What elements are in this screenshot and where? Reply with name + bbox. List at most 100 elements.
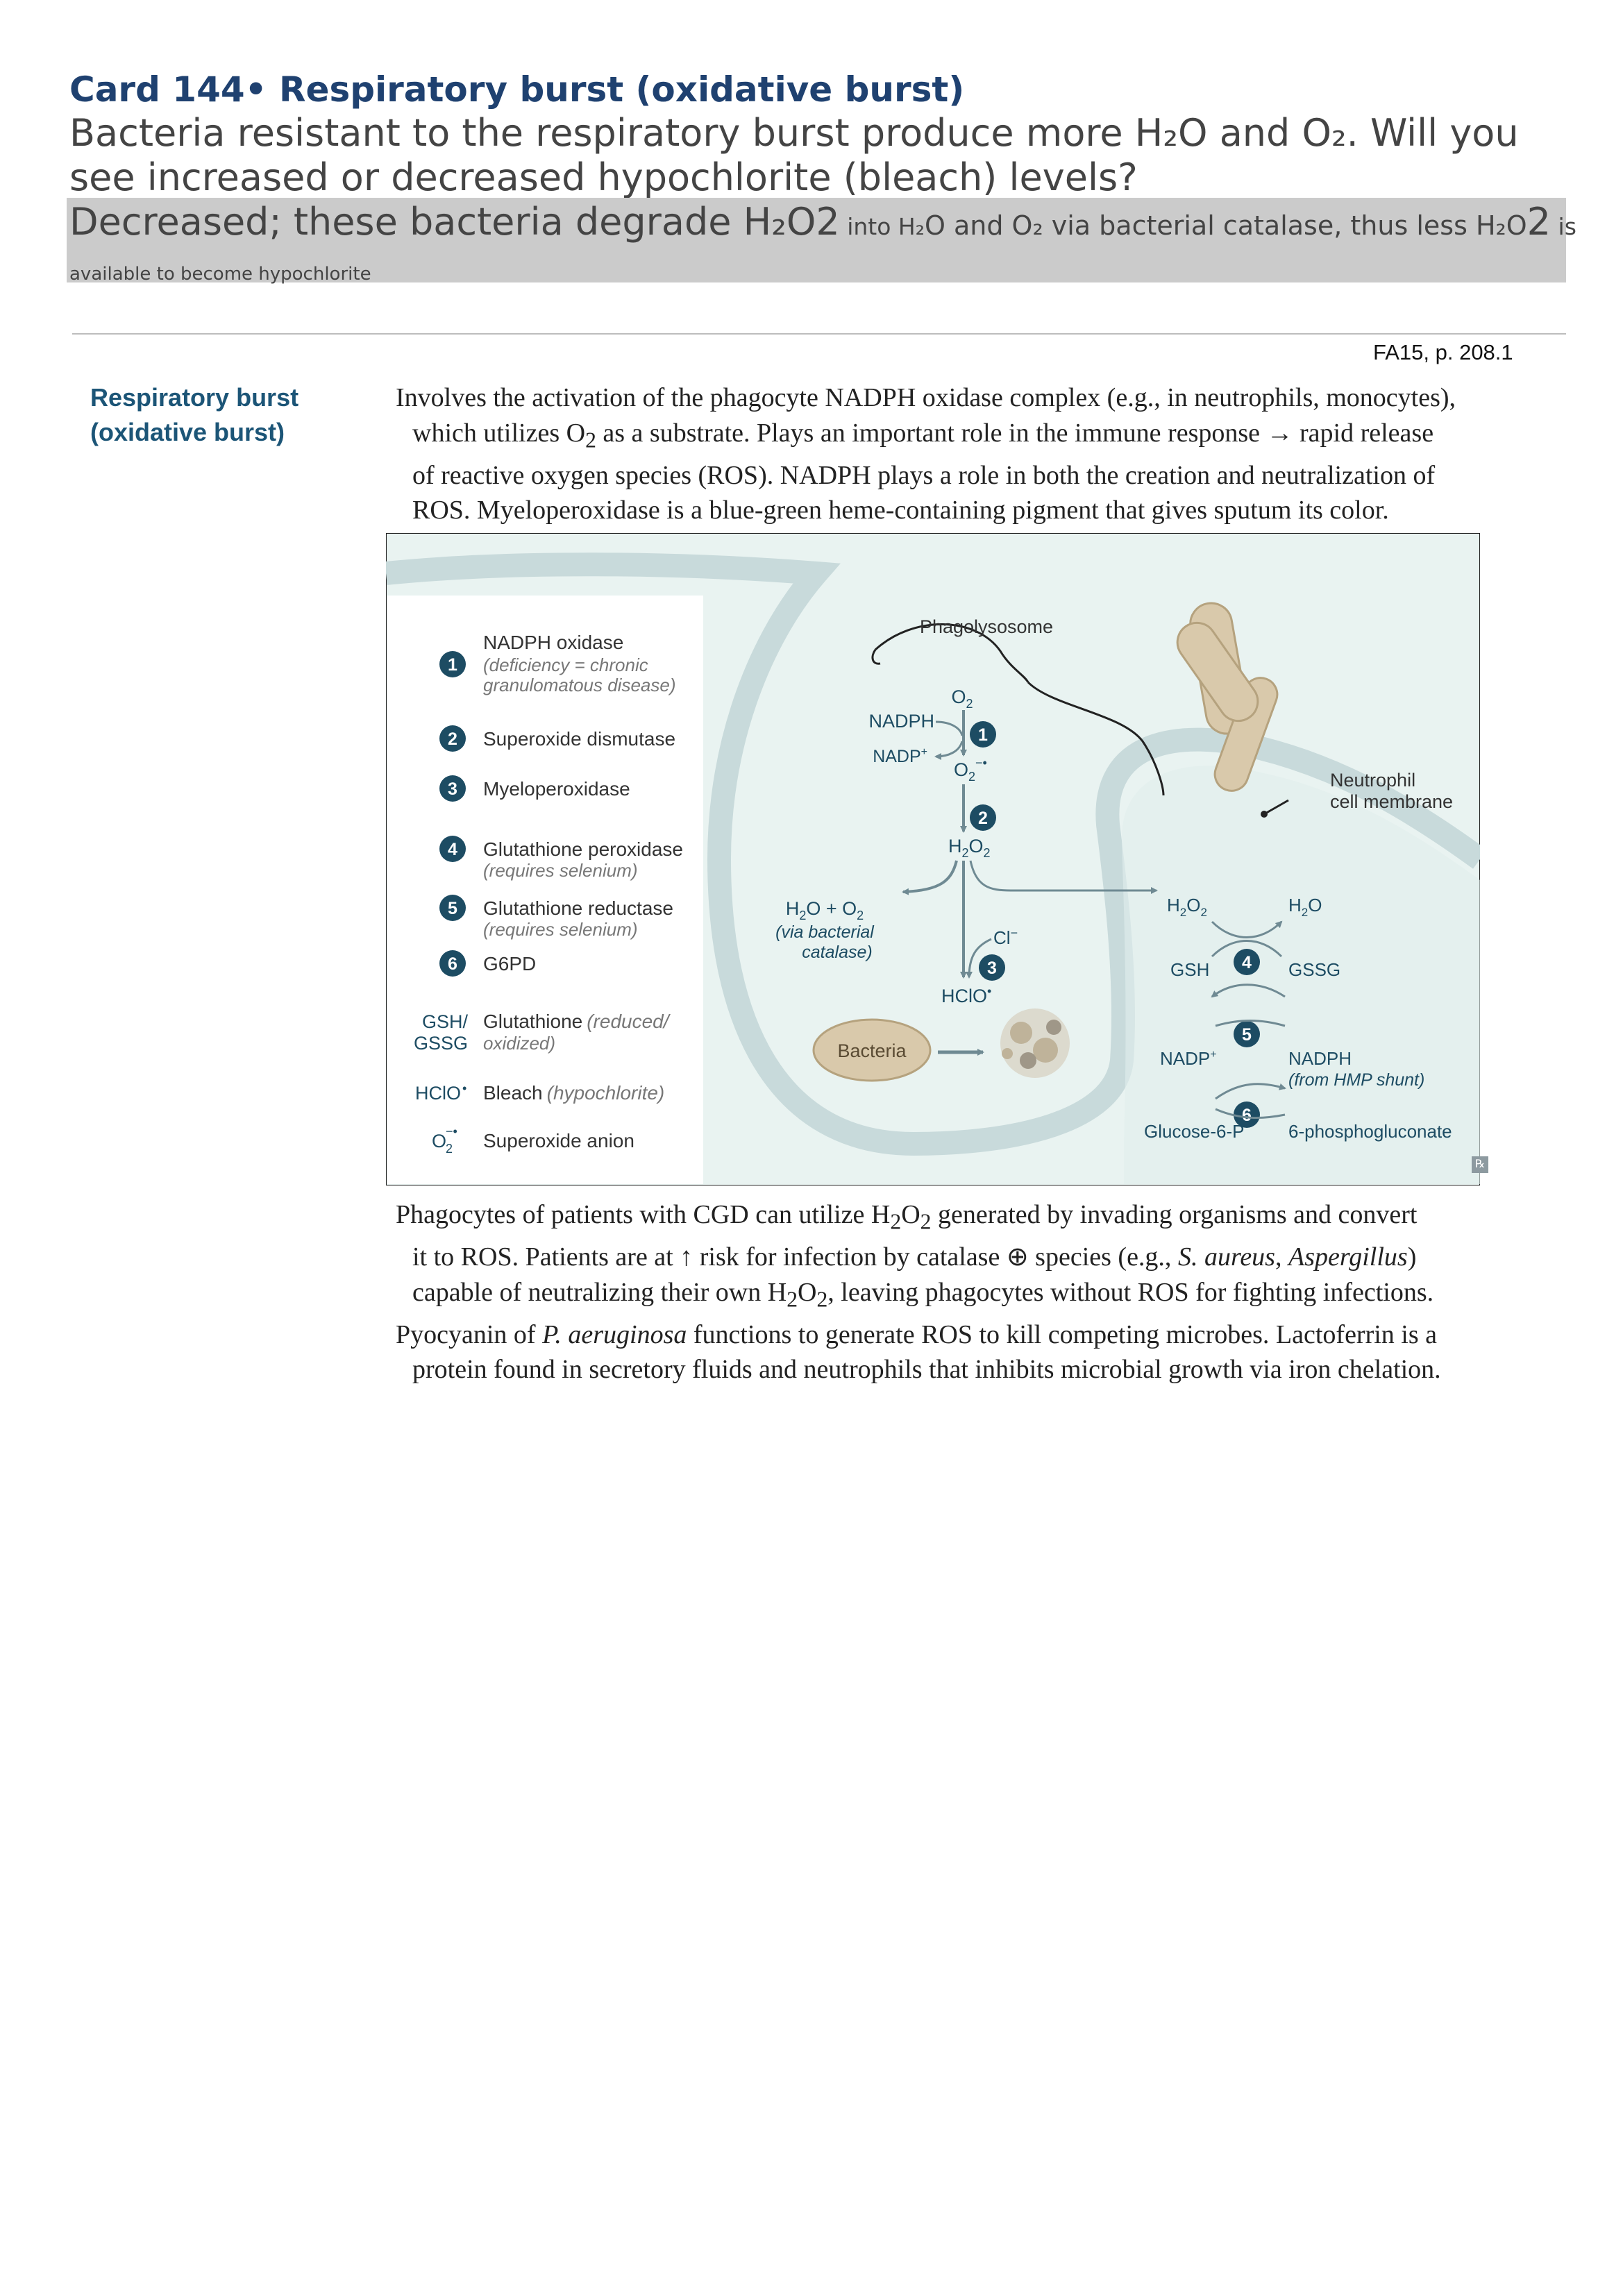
legend-panel — [387, 596, 703, 1184]
source-reference: FA15, p. 208.1 — [1373, 340, 1513, 364]
answer-part: Decreased; these bacteria degrade H₂O2 — [69, 200, 840, 244]
answer-text-continued: available to become hypochlorite — [69, 264, 371, 285]
legend-item-2: 2 Superoxide dismutase — [439, 725, 675, 752]
text: capable of neutralizing their own H — [412, 1277, 787, 1307]
svg-text:3: 3 — [987, 959, 997, 978]
nadph-label: NADPH — [868, 711, 934, 732]
text: generated by invading organisms and conv… — [931, 1200, 1418, 1229]
answer-box — [67, 198, 1566, 282]
legend-abbrev-hclo: HClO • Bleach (hypochlorite) — [415, 1081, 664, 1104]
gssg-label: GSSG — [1288, 959, 1340, 980]
rx-icon: ℞ — [1472, 1156, 1488, 1173]
bacteria-cell — [812, 1018, 932, 1082]
abbrev-value: Glutathione (reduced/ — [483, 1011, 671, 1032]
svg-text:2: 2 — [978, 809, 988, 828]
text: risk for infection by catalase ⊕ species… — [693, 1242, 1178, 1272]
text: as a substrate. Plays an important role … — [596, 418, 1434, 448]
abbrev-key: O — [432, 1131, 446, 1151]
arrow — [1211, 920, 1283, 938]
text: Aspergillus — [1288, 1242, 1408, 1272]
h2o-label: H2O — [1288, 895, 1322, 919]
nadp-right-label: NADP+ — [1160, 1048, 1217, 1069]
outro-line: it to ROS. Patients are at ↑ risk for in… — [396, 1240, 1520, 1275]
question-text: Bacteria resistant to the respiratory bu… — [69, 111, 1519, 199]
outro-line: Pyocyanin of P. aeruginosa functions to … — [396, 1317, 1520, 1353]
legend-item-3: 3 Myeloperoxidase — [439, 775, 630, 802]
o2-label: O2 — [951, 686, 973, 711]
intro-line: Involves the activation of the phagocyte… — [396, 383, 1456, 412]
svg-text:4: 4 — [1242, 953, 1252, 972]
outro-line: Phagocytes of patients with CGD can util… — [396, 1200, 1418, 1234]
arrow — [935, 720, 964, 736]
neutrophil-label: Neutrophil — [1330, 770, 1415, 791]
svg-text:−•: −• — [446, 1124, 457, 1138]
arrow — [1215, 1083, 1286, 1100]
abbrev-key: HClO — [415, 1083, 461, 1104]
legend: 1 NADPH oxidase (deficiency = chronic gr… — [414, 632, 683, 1156]
arrow — [1211, 984, 1286, 998]
answer-part: 2 — [1527, 200, 1551, 244]
abbrev-value: Bleach (hypochlorite) — [483, 1082, 664, 1104]
card-title: Card 144• Respiratory burst (oxidative b… — [69, 69, 965, 110]
catalase-note: (via bacterial — [775, 922, 875, 942]
abbrev-value: Superoxide anion — [483, 1130, 634, 1151]
legend-name: G6PD — [483, 953, 536, 974]
intro-paragraph: Involves the activation of the phagocyte… — [396, 380, 1506, 528]
chloride-label: Cl− — [993, 926, 1018, 948]
legend-name: Superoxide dismutase — [483, 728, 675, 750]
up-arrow-icon: ↑ — [680, 1242, 693, 1272]
subscript: 2 — [585, 428, 596, 453]
svg-text:5: 5 — [1242, 1025, 1252, 1045]
respiratory-burst-figure: 1 NADPH oxidase (deficiency = chronic gr… — [386, 533, 1480, 1185]
text: S. aureus — [1177, 1242, 1275, 1272]
outro-paragraph: Phagocytes of patients with CGD can util… — [396, 1197, 1520, 1387]
neutrophil-cytoplasm — [1122, 766, 1480, 1184]
step-number: 5 — [448, 899, 457, 918]
hclo-label: HClO• — [941, 984, 991, 1006]
legend-name: Glutathione reductase — [483, 897, 673, 919]
outro-line: protein found in secretory fluids and ne… — [412, 1355, 1441, 1385]
lysed-bacteria — [1000, 1008, 1070, 1078]
svg-text:6: 6 — [1242, 1106, 1252, 1125]
legend-name: Myeloperoxidase — [483, 778, 630, 800]
text: ) — [1407, 1242, 1417, 1272]
pathway: O2 NADPH NADP+ 1 O2−• 2 H2O2 H2O + O2 (v… — [775, 686, 1158, 1082]
svg-text:1: 1 — [978, 725, 988, 745]
text: functions to generate ROS to kill compet… — [687, 1319, 1438, 1349]
legend-item-1: 1 NADPH oxidase (deficiency = chronic gr… — [439, 632, 676, 695]
superoxide-label: O2−• — [954, 756, 987, 784]
arrow — [934, 741, 964, 760]
bacteria-label: Bacteria — [837, 1040, 907, 1061]
divider — [72, 333, 1566, 335]
outro-line: capable of neutralizing their own H2O2, … — [412, 1277, 1434, 1312]
answer-part: is — [1551, 213, 1576, 240]
step-number: 6 — [448, 954, 457, 974]
legend-note: granulomatous disease) — [483, 675, 676, 695]
legend-note: (deficiency = chronic — [483, 655, 648, 675]
legend-item-5: 5 Glutathione reductase (requires seleni… — [439, 895, 673, 940]
answer-text: Decreased; these bacteria degrade H₂O2 i… — [69, 200, 1576, 244]
legend-item-6: 6 G6PD — [439, 950, 536, 977]
legend-abbrev-gsh: GSH/ GSSG Glutathione (reduced/ oxidized) — [414, 1011, 671, 1054]
text: , leaving phagocytes without ROS for fig… — [827, 1277, 1434, 1307]
abbrev-key: GSH/ — [422, 1011, 469, 1032]
section-title: Respiratory burst (oxidative burst) — [90, 383, 299, 446]
nadp-label: NADP+ — [873, 746, 927, 766]
bacteria-group — [1176, 602, 1279, 792]
abbrev-note: oxidized) — [483, 1033, 555, 1054]
answer-part: into H₂ — [839, 213, 925, 240]
text: Pyocyanin of — [396, 1319, 543, 1349]
h2o2-label: H2O2 — [948, 836, 991, 860]
step-number: 4 — [448, 840, 457, 859]
step-number: 1 — [448, 655, 457, 675]
text: which utilizes O — [412, 418, 586, 448]
text: , — [1275, 1242, 1288, 1272]
glucose-6-p-label: Glucose-6-P — [1144, 1121, 1245, 1142]
abbrev-key: GSSG — [414, 1033, 468, 1054]
nadph-right-label: NADPH — [1288, 1048, 1352, 1069]
gsh-label: GSH — [1170, 959, 1209, 980]
hmp-note: (from HMP shunt) — [1288, 1070, 1424, 1090]
membrane-outline — [386, 552, 1480, 1156]
phosphogluconate-label: 6-phosphogluconate — [1288, 1121, 1452, 1142]
intro-line: of reactive oxygen species (ROS). NADPH … — [412, 460, 1436, 490]
